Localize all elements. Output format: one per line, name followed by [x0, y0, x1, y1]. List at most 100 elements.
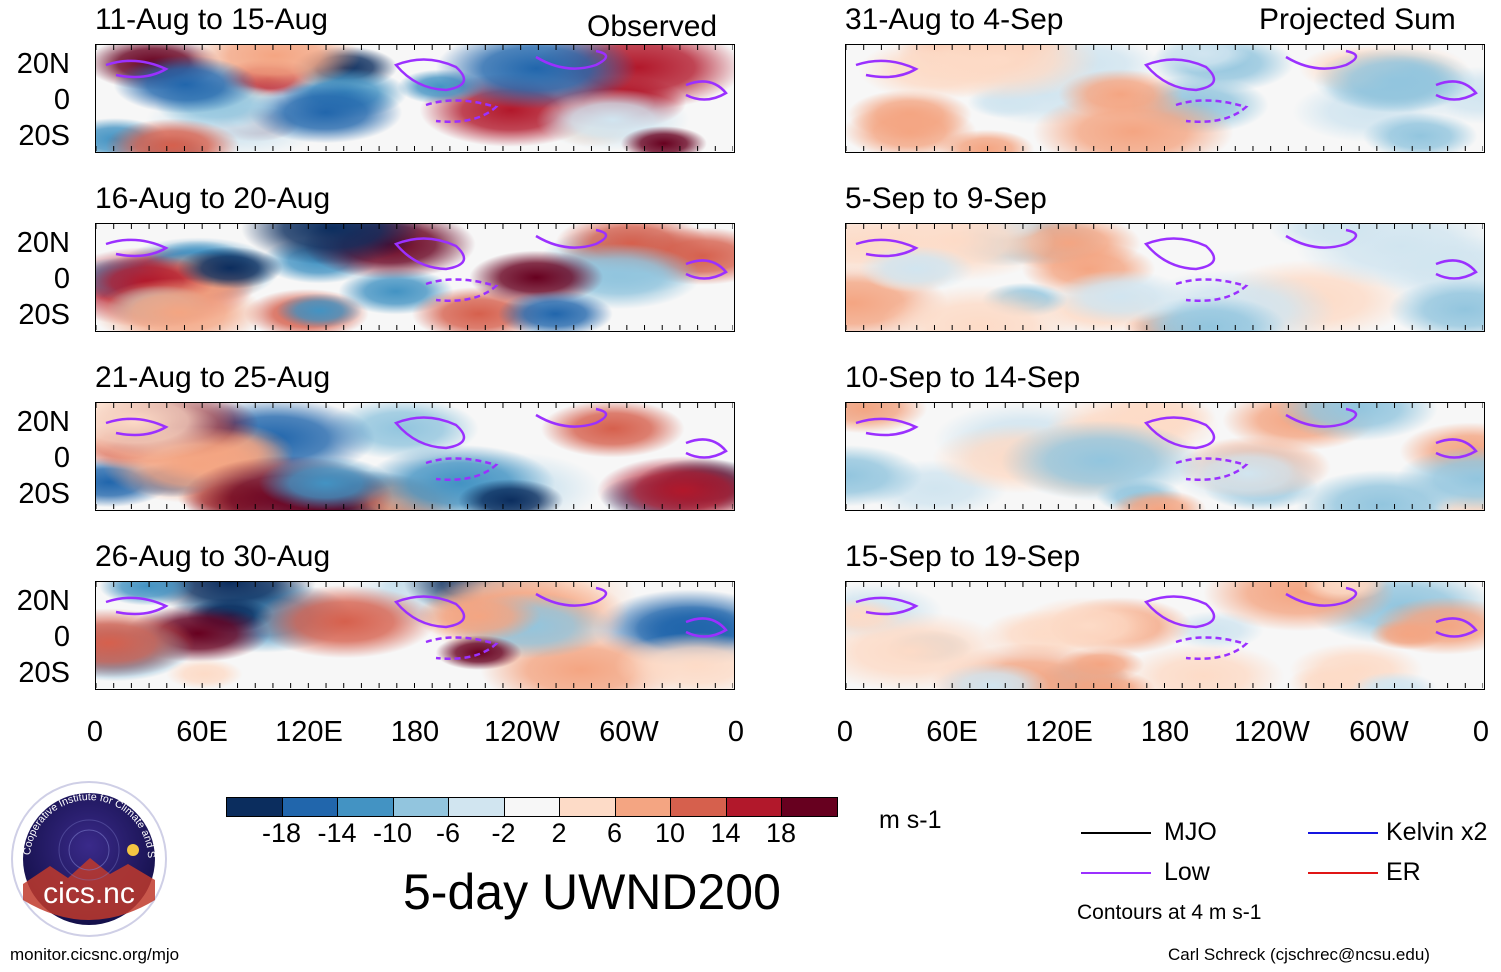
colorbar-tick-label: -10 — [372, 818, 413, 848]
map-proj-2 — [845, 223, 1485, 332]
low-contour — [535, 49, 608, 70]
low-contour — [1175, 278, 1249, 302]
panel-title-obs-3: 21-Aug to 25-Aug — [95, 361, 331, 394]
lat-label-20n: 20N — [16, 585, 70, 617]
low-contour — [425, 457, 499, 481]
lat-label-0: 0 — [53, 263, 70, 295]
observed-header: Observed — [587, 10, 718, 43]
lat-label-20s: 20S — [18, 657, 70, 689]
colorbar-tick-label: 18 — [765, 818, 797, 848]
panel-title-proj-3: 10-Sep to 14-Sep — [845, 361, 1081, 394]
colorbar-swatch — [392, 797, 449, 817]
colorbar-tick-label: -14 — [317, 818, 357, 848]
low-contour — [685, 80, 728, 101]
low-contour — [685, 617, 728, 638]
low-contour — [1435, 438, 1478, 459]
lon-label-180: 180 — [390, 716, 440, 748]
low-contour — [105, 238, 169, 258]
map-proj-1 — [845, 44, 1485, 153]
low-contour — [855, 417, 919, 437]
map-proj-4 — [845, 581, 1485, 690]
legend-label-mjo: MJO — [1164, 818, 1217, 846]
legend-line-low — [1081, 872, 1151, 874]
low-contour — [855, 59, 919, 79]
low-contour — [685, 259, 728, 280]
lon-label-0: 0 — [836, 716, 854, 748]
legend-label-er: ER — [1386, 858, 1421, 886]
low-contour — [393, 58, 466, 92]
lat-label-20s: 20S — [18, 478, 70, 510]
low-contour — [535, 586, 608, 607]
cics-logo: Cooperative Institute for Climate and Sa… — [7, 771, 168, 938]
map-obs-1 — [95, 44, 735, 153]
low-contour — [425, 636, 499, 660]
low-contour — [1143, 237, 1216, 271]
panel-title-proj-4: 15-Sep to 19-Sep — [845, 540, 1081, 573]
lon-label-120e: 120E — [275, 716, 343, 748]
low-contour — [1435, 80, 1478, 101]
low-contour — [1285, 407, 1358, 428]
panel-title-obs-2: 16-Aug to 20-Aug — [95, 182, 331, 215]
map-obs-3 — [95, 402, 735, 511]
low-contour — [105, 417, 169, 437]
lon-label-0-end: 0 — [727, 716, 745, 748]
low-contour — [393, 237, 466, 271]
projected-header: Projected Sum — [1259, 3, 1456, 36]
colorbar-swatch — [781, 797, 838, 817]
low-contour — [1285, 49, 1358, 70]
low-contour — [685, 438, 728, 459]
lat-label-20s: 20S — [18, 299, 70, 331]
logo-text: cics.nc — [43, 877, 135, 910]
low-contour — [105, 59, 169, 79]
footer-credit: Carl Schreck (cjschrec@ncsu.edu) — [1168, 945, 1430, 964]
low-contour — [105, 596, 169, 616]
colorbar-tick-label: 10 — [654, 818, 686, 848]
panel-title-proj-1: 31-Aug to 4-Sep — [845, 3, 1064, 36]
lat-label-20s: 20S — [18, 120, 70, 152]
map-obs-2 — [95, 223, 735, 332]
low-contour — [1143, 58, 1216, 92]
low-contour — [855, 238, 919, 258]
lon-label-60w: 60W — [599, 716, 659, 748]
colorbar-units: m s-1 — [879, 806, 942, 834]
lat-label-0: 0 — [53, 442, 70, 474]
lat-label-0: 0 — [53, 84, 70, 116]
lat-label-20n: 20N — [16, 406, 70, 438]
lat-label-0: 0 — [53, 621, 70, 653]
colorbar-swatch — [725, 797, 782, 817]
colorbar-tick-label: -18 — [261, 818, 302, 848]
map-proj-3 — [845, 402, 1485, 511]
lon-label-0: 0 — [86, 716, 104, 748]
colorbar-tick-label: 6 — [606, 818, 623, 848]
panel-title-proj-2: 5-Sep to 9-Sep — [845, 182, 1047, 215]
colorbar-swatch — [226, 797, 283, 817]
lat-label-20n: 20N — [16, 227, 70, 259]
lon-label-120w: 120W — [484, 716, 560, 748]
legend-label-low: Low — [1164, 858, 1210, 886]
colorbar-swatch — [614, 797, 671, 817]
contours-note: Contours at 4 m s-1 — [1077, 901, 1262, 924]
colorbar-tick-label: -2 — [491, 818, 516, 848]
colorbar-swatch — [559, 797, 616, 817]
lon-label-60e: 60E — [926, 716, 978, 748]
low-contour — [1175, 457, 1249, 481]
low-contour — [1435, 617, 1478, 638]
low-contour — [425, 99, 499, 123]
lon-label-60e: 60E — [176, 716, 228, 748]
legend-line-er — [1308, 872, 1378, 874]
colorbar-tick-label: -6 — [435, 818, 460, 848]
low-contour — [535, 407, 608, 428]
legend-line-kelvin — [1308, 832, 1378, 834]
map-obs-4 — [95, 581, 735, 690]
low-contour — [425, 278, 499, 302]
low-contour — [1285, 586, 1358, 607]
lat-label-20n: 20N — [16, 48, 70, 80]
low-contour — [1285, 228, 1358, 249]
low-contour — [1143, 595, 1216, 629]
colorbar-swatch — [670, 797, 727, 817]
panel-title-obs-1: 11-Aug to 15-Aug — [95, 3, 328, 36]
lon-label-60w: 60W — [1349, 716, 1409, 748]
colorbar-tick-label: 2 — [551, 818, 567, 848]
legend-line-mjo — [1081, 832, 1151, 834]
low-contour — [535, 228, 608, 249]
